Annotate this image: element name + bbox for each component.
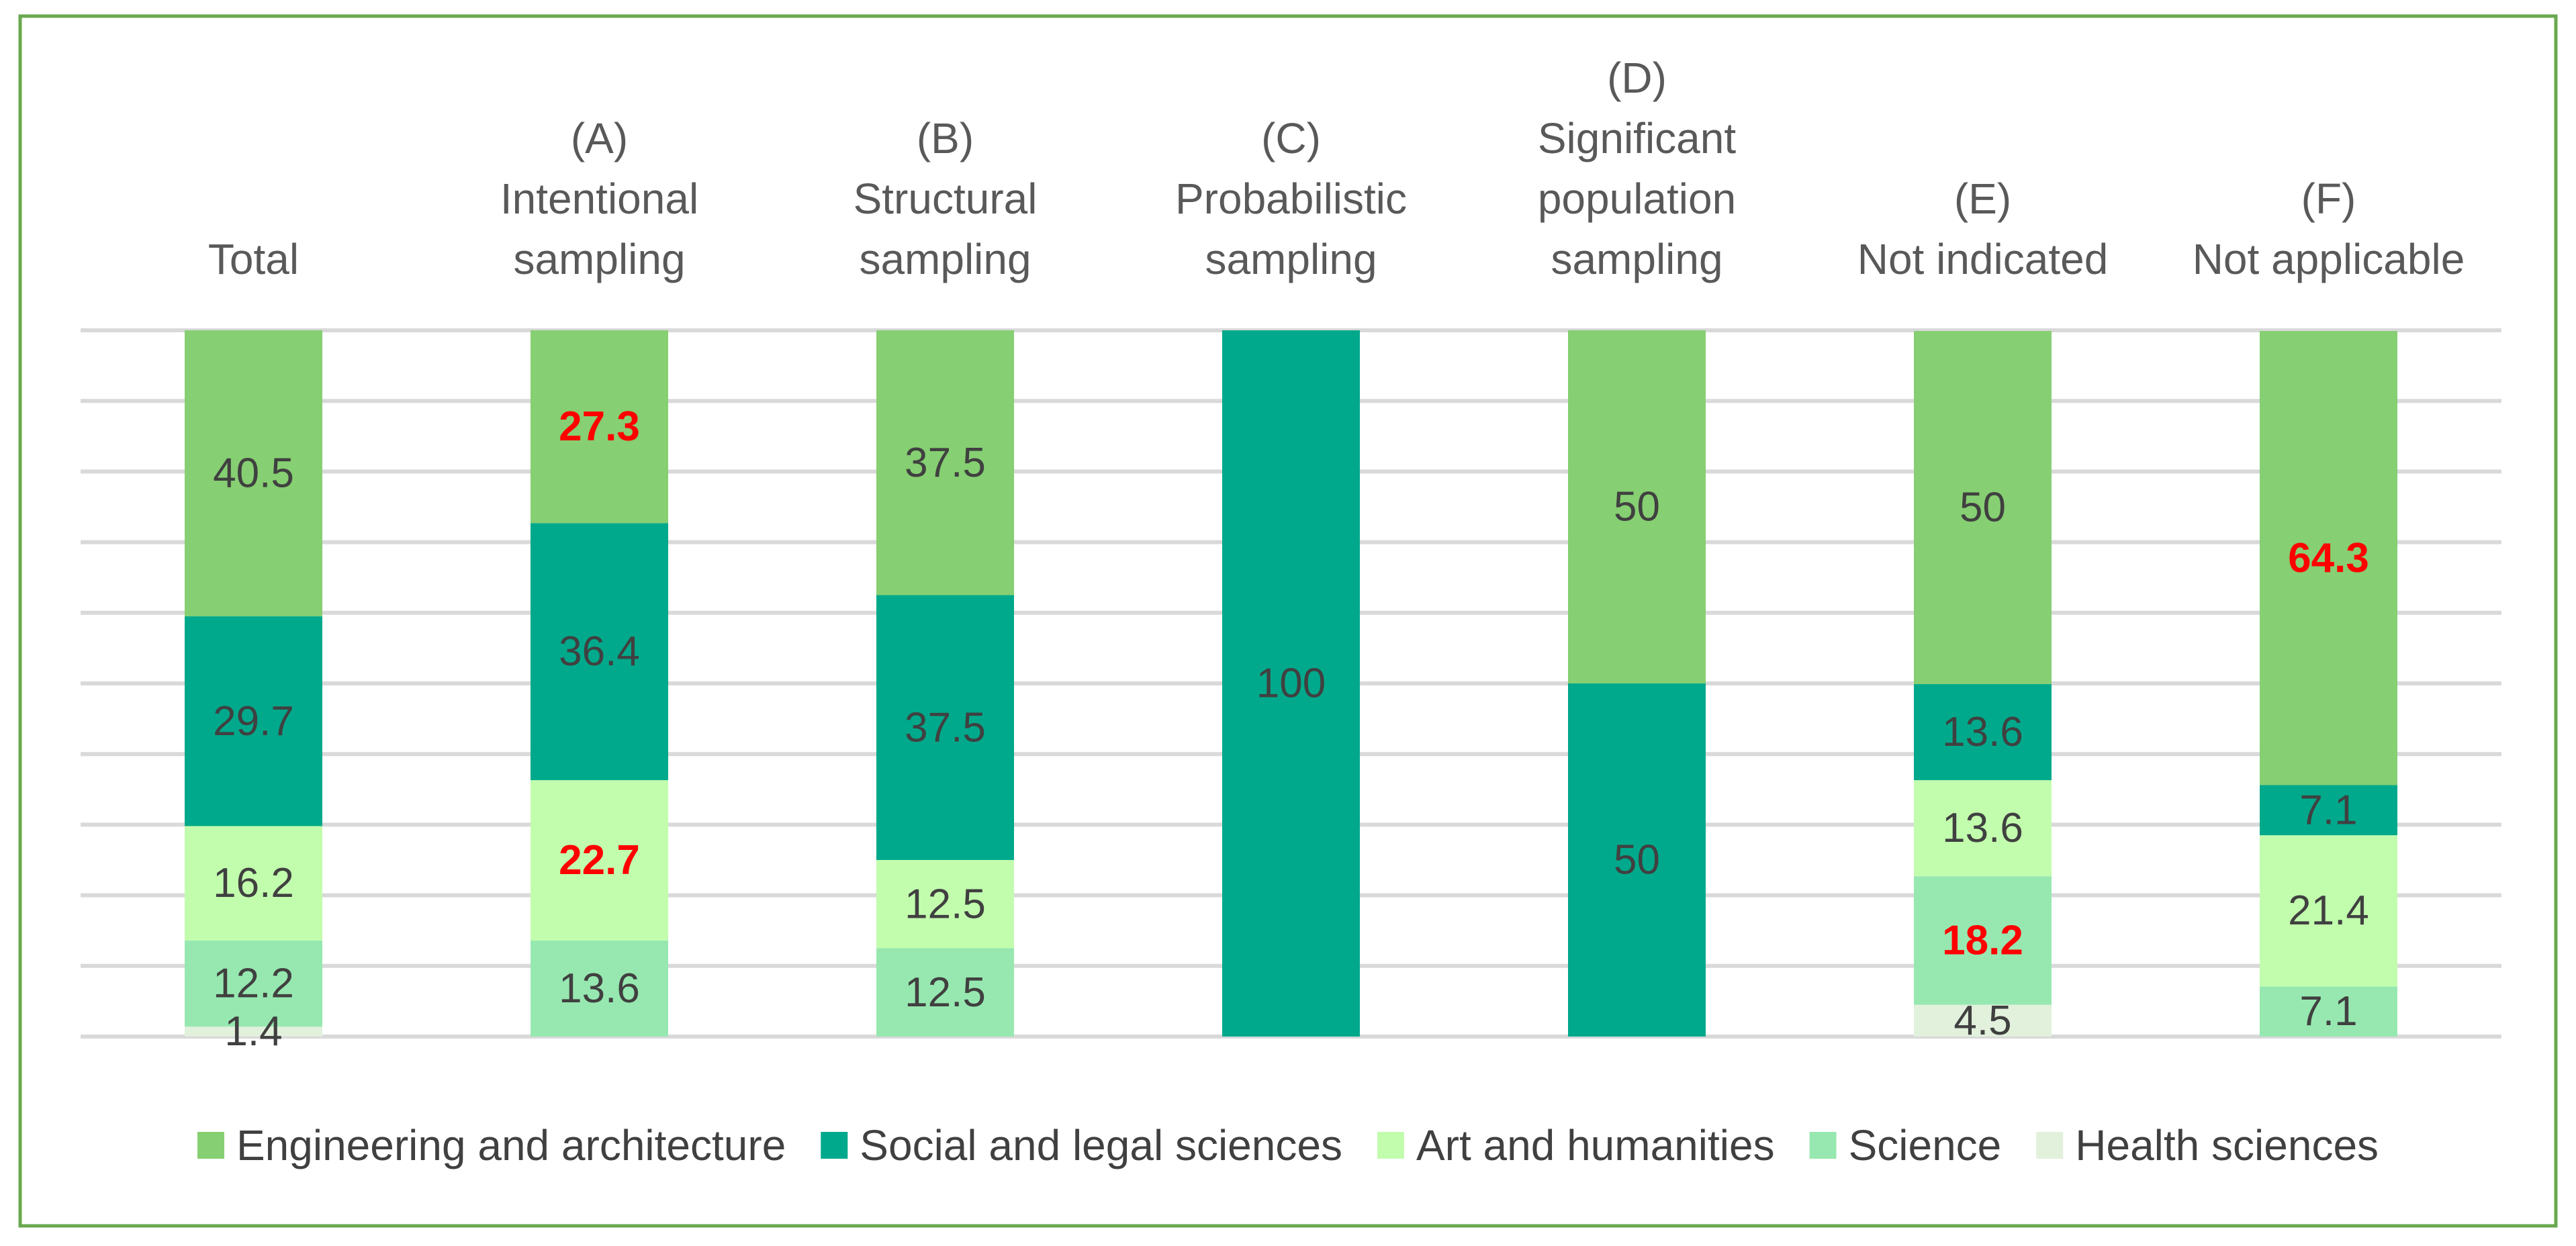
data-label: 100 xyxy=(1256,661,1326,707)
bar-segment xyxy=(185,940,322,1027)
data-label: 13.6 xyxy=(559,965,640,1012)
category-labels: Total (A) Intentional sampling (B) Structural… xyxy=(208,54,2465,283)
bar-segment xyxy=(2260,331,2397,785)
legend-item: Science xyxy=(1809,1121,2002,1169)
bar-segment xyxy=(531,940,668,1037)
legend-label: Art and humanities xyxy=(1416,1121,1775,1169)
data-label: 29.7 xyxy=(213,698,294,745)
data-label: 64.3 xyxy=(2288,535,2369,581)
legend-item: Art and humanities xyxy=(1377,1121,1775,1169)
data-labels: 1.412.2 16.2 29.7 40.5 13.6 22.7 36.4 27.3 12.5 1… xyxy=(213,403,2369,1055)
bar-segment xyxy=(1568,330,1706,683)
bar-segment xyxy=(531,523,668,781)
bar-segment xyxy=(2260,835,2397,987)
bar-segment xyxy=(2260,785,2397,836)
bar-segment xyxy=(185,1026,322,1037)
bar-segment xyxy=(531,780,668,941)
bar-segment xyxy=(1222,330,1360,1037)
legend-item: Social and legal sciences xyxy=(821,1121,1342,1169)
data-label: 18.2 xyxy=(1942,917,2023,963)
data-label: 7.1 xyxy=(2299,787,2357,833)
data-label: 7.1 xyxy=(2299,988,2357,1035)
data-label: 12.5 xyxy=(905,969,986,1016)
category-label: (F) Not applicable xyxy=(2193,175,2465,283)
bar-segment xyxy=(1914,780,2052,877)
bars xyxy=(185,330,2397,1037)
category-label: Total xyxy=(208,235,299,283)
data-label: 22.7 xyxy=(559,837,640,883)
category-label: (D) Significant population sampling xyxy=(1538,54,1737,283)
bar-segment xyxy=(1914,876,2052,1005)
data-label: 50 xyxy=(1614,484,1660,530)
legend-label: Health sciences xyxy=(2075,1121,2379,1169)
legend-label: Social and legal sciences xyxy=(860,1121,1342,1169)
bar-segment xyxy=(876,948,1014,1037)
legend-label: Engineering and architecture xyxy=(236,1121,786,1169)
data-label: 13.6 xyxy=(1942,805,2023,851)
legend-marker xyxy=(1809,1132,1837,1159)
legend-item: Health sciences xyxy=(2036,1121,2379,1169)
bar-segment xyxy=(876,330,1014,595)
category-label: (C) Probabilistic sampling xyxy=(1175,114,1407,283)
data-label: 21.4 xyxy=(2288,888,2369,934)
data-label: 50 xyxy=(1960,485,2006,531)
legend-marker xyxy=(1377,1132,1404,1159)
data-label: 40.5 xyxy=(213,450,294,497)
legend-marker xyxy=(197,1132,224,1159)
legend-label: Science xyxy=(1849,1121,2002,1169)
data-label: 13.6 xyxy=(1942,709,2023,755)
bar-segment xyxy=(185,826,322,941)
legend-marker xyxy=(821,1132,848,1159)
legend-item: Engineering and architecture xyxy=(197,1121,786,1169)
bar-segment xyxy=(1914,684,2052,781)
data-label: 1.4 xyxy=(224,1008,282,1055)
legend: Engineering and architecture Social and l… xyxy=(197,1121,2379,1169)
bar-segment xyxy=(2260,986,2397,1037)
data-label: 12.2 xyxy=(213,961,294,1007)
data-label: 16.2 xyxy=(213,860,294,906)
category-label: (E) Not indicated xyxy=(1857,175,2109,283)
bar-segment xyxy=(1914,1004,2052,1037)
data-label: 37.5 xyxy=(905,440,986,486)
bar-segment xyxy=(1914,331,2052,685)
data-label: 12.5 xyxy=(905,881,986,927)
bar-segment xyxy=(531,330,668,524)
bar-segment xyxy=(1568,683,1706,1037)
category-label: (A) Intentional sampling xyxy=(500,114,698,283)
data-label: 4.5 xyxy=(1953,998,2011,1044)
data-label: 50 xyxy=(1614,837,1660,883)
data-label: 36.4 xyxy=(559,628,640,675)
category-label: (B) Structural sampling xyxy=(854,114,1038,283)
legend-marker xyxy=(2036,1132,2064,1159)
data-label: 37.5 xyxy=(905,704,986,751)
data-label: 27.3 xyxy=(559,403,640,450)
bar-segment xyxy=(876,595,1014,860)
bar-segment xyxy=(185,330,322,617)
bar-segment xyxy=(185,616,322,826)
bar-segment xyxy=(876,860,1014,949)
